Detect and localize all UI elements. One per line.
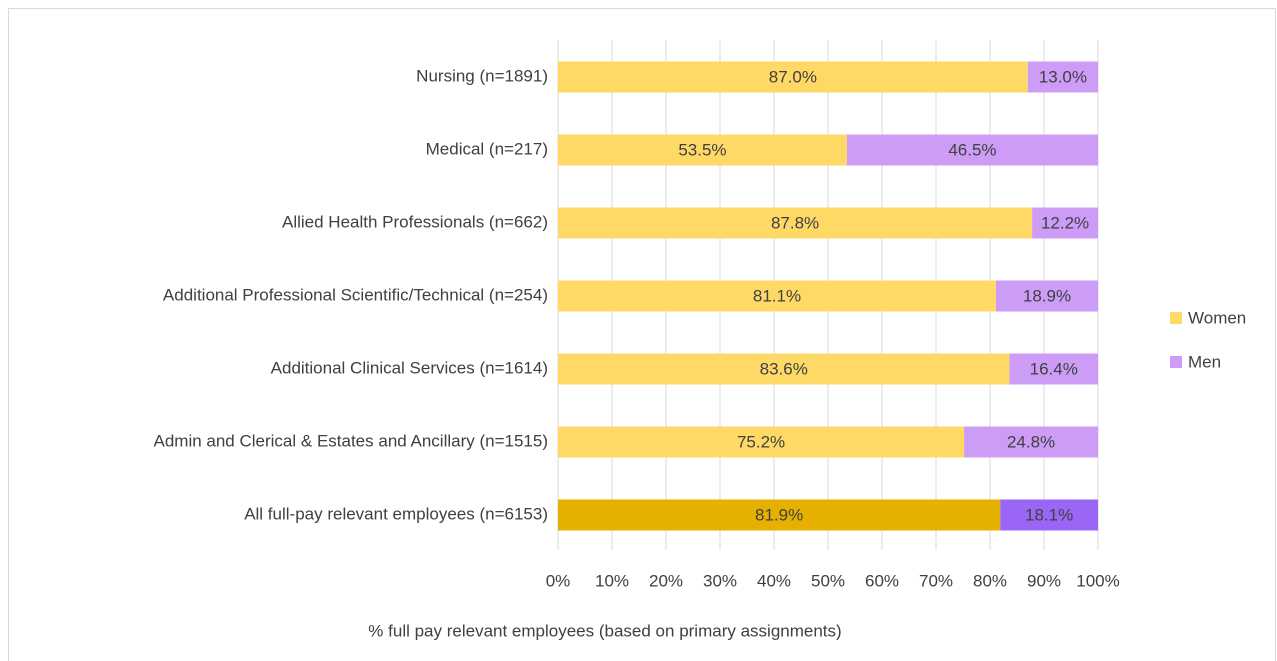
data-label: 12.2% — [1041, 213, 1089, 232]
x-tick-label: 80% — [973, 571, 1007, 590]
x-tick-label: 50% — [811, 571, 845, 590]
data-label: 53.5% — [678, 140, 726, 159]
y-tick-label: Additional Professional Scientific/Techn… — [163, 285, 548, 304]
x-axis-title: % full pay relevant employees (based on … — [368, 621, 841, 640]
data-label: 18.1% — [1025, 505, 1073, 524]
x-tick-label: 0% — [546, 571, 571, 590]
x-tick-label: 100% — [1076, 571, 1119, 590]
x-tick-label: 10% — [595, 571, 629, 590]
bar-segment — [558, 353, 1010, 385]
data-label: 46.5% — [948, 140, 996, 159]
legend-swatch — [1170, 312, 1182, 324]
legend-label: Men — [1188, 352, 1221, 371]
bar-segment — [964, 426, 1098, 458]
data-label: 18.9% — [1023, 286, 1071, 305]
x-tick-label: 60% — [865, 571, 899, 590]
y-tick-label: Allied Health Professionals (n=662) — [282, 212, 548, 231]
x-tick-label: 90% — [1027, 571, 1061, 590]
bar-segment — [995, 280, 1098, 312]
bar-segment — [1000, 499, 1098, 531]
bar-segment — [1027, 61, 1098, 93]
data-label: 83.6% — [760, 359, 808, 378]
data-label: 16.4% — [1030, 359, 1078, 378]
data-label: 87.0% — [769, 67, 817, 86]
bar-segment — [558, 280, 996, 312]
bar-segment — [1032, 207, 1098, 239]
bar-segment — [846, 134, 1098, 166]
bar-segment — [558, 426, 965, 458]
legend-swatch — [1170, 356, 1182, 368]
data-label: 87.8% — [771, 213, 819, 232]
x-tick-label: 40% — [757, 571, 791, 590]
data-label: 24.8% — [1007, 432, 1055, 451]
y-tick-label: Additional Clinical Services (n=1614) — [271, 358, 548, 377]
y-tick-label: Medical (n=217) — [426, 139, 548, 158]
data-label: 75.2% — [737, 432, 785, 451]
y-tick-label: Nursing (n=1891) — [416, 66, 548, 85]
x-tick-label: 30% — [703, 571, 737, 590]
data-label: 81.9% — [755, 505, 803, 524]
data-label: 13.0% — [1039, 67, 1087, 86]
x-tick-label: 20% — [649, 571, 683, 590]
bar-segment — [558, 61, 1028, 93]
bar-segment — [1009, 353, 1098, 385]
bar-segment — [558, 499, 1001, 531]
y-tick-label: Admin and Clerical & Estates and Ancilla… — [153, 431, 548, 450]
legend-label: Women — [1188, 308, 1246, 327]
bar-segment — [558, 134, 847, 166]
y-tick-label: All full-pay relevant employees (n=6153) — [244, 504, 548, 523]
bar-segment — [558, 207, 1033, 239]
data-label: 81.1% — [753, 286, 801, 305]
x-tick-label: 70% — [919, 571, 953, 590]
chart-border — [8, 8, 1276, 661]
